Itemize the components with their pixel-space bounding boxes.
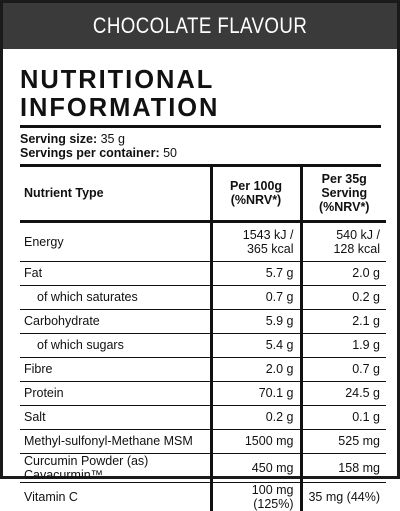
per-100g-value: 1500 mg (209, 428, 303, 453)
per-serving-header-line3: (%NRV*) (319, 200, 370, 215)
flavour-title: CHOCOLATE FLAVOUR (92, 13, 308, 38)
per-serving-header-line1: Per 35g (321, 172, 367, 187)
per-100g-value: 5.4 g (209, 332, 303, 357)
nutrient-name: Curcumin Powder (as) Cavacurmin™ (20, 452, 211, 482)
per-serving-value: 35 mg (44%) (301, 481, 386, 511)
nutrient-name: Vitamin C (20, 481, 211, 511)
per-serving-value: 2.1 g (301, 308, 386, 333)
per-serving-value: 158 mg (301, 452, 386, 482)
per-100g-value: 450 mg (209, 452, 303, 482)
per-serving-value: 1.9 g (301, 332, 386, 357)
per-100g-value: 100 mg (125%) (209, 481, 303, 511)
per-serving-value: 540 kJ / 128 kcal (301, 219, 386, 261)
per-100g-header-line1: Per 100g (229, 179, 283, 194)
nutrient-name: Energy (20, 219, 211, 261)
per-100g-value: 1543 kJ / 365 kcal (209, 219, 303, 261)
nutrient-name: of which saturates (20, 284, 211, 309)
nutrient-name: Salt (20, 404, 211, 429)
servings-per-container-value: 50 (163, 146, 178, 160)
per-serving-value: 525 mg (301, 428, 386, 453)
table-row: Salt 0.2 g 0.1 g (20, 404, 386, 429)
table-row: Energy 1543 kJ / 365 kcal 540 kJ / 128 k… (20, 219, 386, 261)
table-row: Carbohydrate 5.9 g 2.1 g (20, 308, 386, 333)
nutrient-name: Fibre (20, 356, 211, 381)
nutrition-table: Nutrient Type Per 100g (%NRV*) Per 35g S… (20, 167, 386, 511)
per-100g-value: 5.9 g (209, 308, 303, 333)
per-100g-value: 0.7 g (209, 284, 303, 309)
serving-size-value: 35 g (100, 132, 125, 146)
table-row: Fat 5.7 g 2.0 g (20, 260, 386, 285)
energy-per-100g-kcal: 365 kcal (246, 241, 294, 256)
servings-per-container-label: Servings per container: (20, 146, 160, 160)
nutrient-name: of which sugars (20, 332, 211, 357)
per-100g-header-line2: (%NRV*) (230, 193, 282, 208)
serving-size-label: Serving size: (20, 132, 98, 146)
table-row: Fibre 2.0 g 0.7 g (20, 356, 386, 381)
per-100g-value: 2.0 g (209, 356, 303, 381)
nutrient-name: Fat (20, 260, 211, 285)
table-row: Protein 70.1 g 24.5 g (20, 380, 386, 405)
column-header-nutrient: Nutrient Type (24, 186, 104, 201)
table-row: Methyl-sulfonyl-Methane MSM 1500 mg 525 … (20, 428, 386, 453)
nutrient-name: Methyl-sulfonyl-Methane MSM (20, 428, 211, 453)
energy-per-serving-kj: 540 kJ / (336, 227, 380, 242)
per-serving-value: 2.0 g (301, 260, 386, 285)
energy-per-100g-kj: 1543 kJ / (242, 227, 294, 242)
title-divider (20, 125, 381, 128)
table-row: of which sugars 5.4 g 1.9 g (20, 332, 386, 357)
per-100g-value: 5.7 g (209, 260, 303, 285)
per-serving-value: 24.5 g (301, 380, 386, 405)
per-100g-value: 0.2 g (209, 404, 303, 429)
header-divider (20, 164, 381, 167)
column-header-per-serving: Per 35g Serving (%NRV*) (301, 167, 386, 221)
table-row: of which saturates 0.7 g 0.2 g (20, 284, 386, 309)
nutrient-name: Carbohydrate (20, 308, 211, 333)
per-100g-value: 70.1 g (209, 380, 303, 405)
nutrition-title: NUTRITIONAL INFORMATION (20, 64, 220, 122)
servings-per-container: Servings per container: 50 (20, 146, 381, 160)
per-serving-value: 0.2 g (301, 284, 386, 309)
column-header-per-100g: Per 100g (%NRV*) (209, 167, 303, 221)
energy-per-serving-kcal: 128 kcal (333, 241, 380, 256)
serving-size: Serving size: 35 g (20, 132, 381, 146)
table-header-row: Nutrient Type Per 100g (%NRV*) Per 35g S… (20, 167, 386, 221)
per-serving-header-line2: Serving (321, 186, 368, 201)
per-serving-value: 0.7 g (301, 356, 386, 381)
nutrient-name: Protein (20, 380, 211, 405)
table-row: Curcumin Powder (as) Cavacurmin™ 450 mg … (20, 452, 386, 482)
flavour-banner: CHOCOLATE FLAVOUR (3, 3, 397, 49)
label-content: NUTRITIONAL INFORMATION Serving size: 35… (3, 49, 397, 511)
per-serving-value: 0.1 g (301, 404, 386, 429)
table-row: Vitamin C 100 mg (125%) 35 mg (44%) (20, 481, 386, 511)
